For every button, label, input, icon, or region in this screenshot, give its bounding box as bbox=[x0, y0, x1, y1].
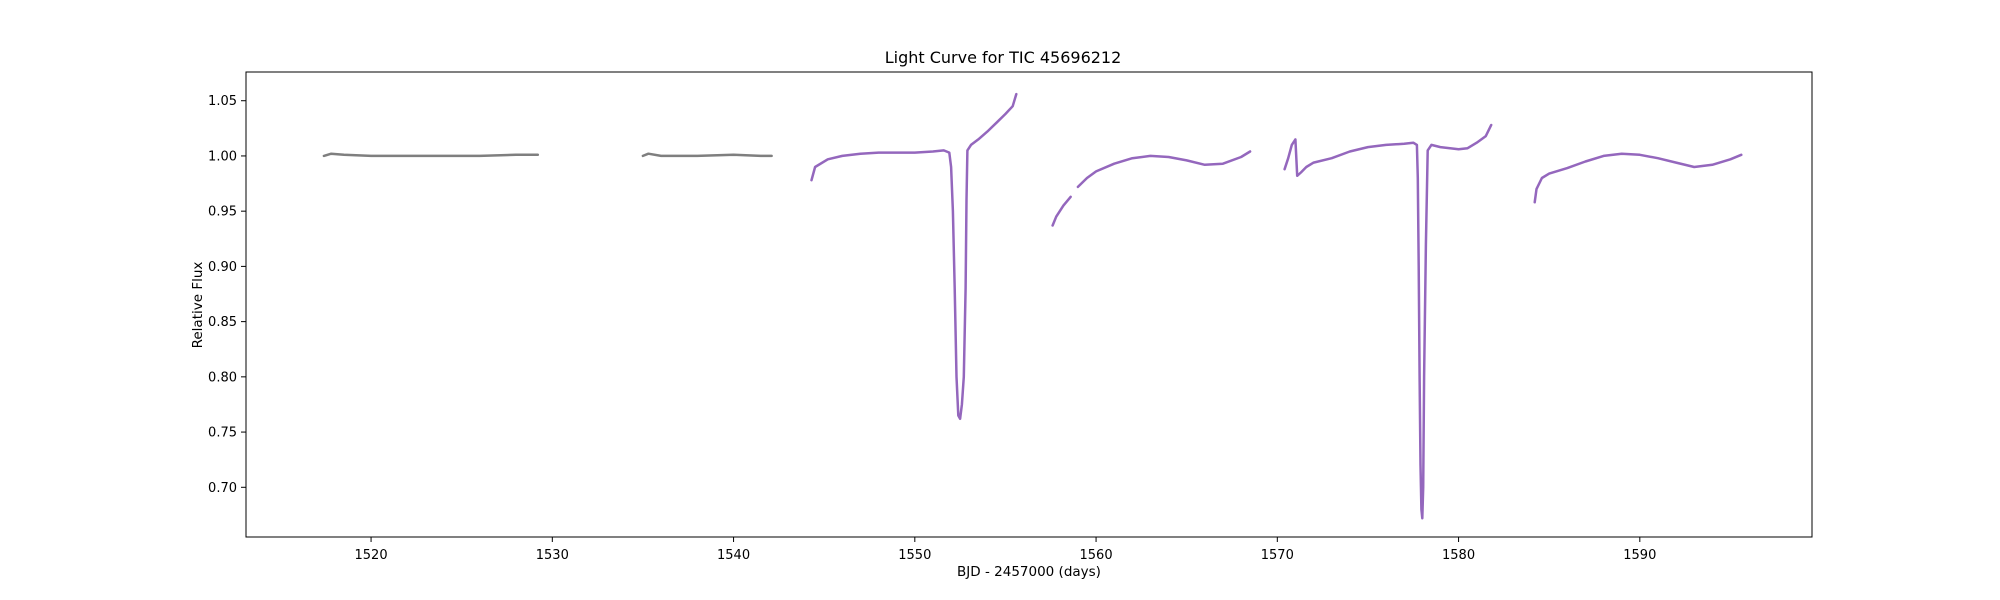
flux-segment-series-1-1 bbox=[1051, 195, 1072, 227]
flux-segment-series-1-3 bbox=[1283, 123, 1493, 520]
y-tick-label: 0.95 bbox=[208, 205, 237, 220]
x-axis-label: BJD - 2457000 (days) bbox=[957, 564, 1101, 580]
flux-segment-series-0-0 bbox=[322, 152, 540, 158]
y-tick-label: 0.90 bbox=[208, 260, 237, 275]
flux-segment-series-1-0 bbox=[810, 92, 1018, 421]
data-layer bbox=[322, 92, 1743, 520]
y-tick-label: 0.80 bbox=[208, 370, 237, 385]
x-tick-label: 1520 bbox=[355, 548, 388, 563]
x-tick-label: 1560 bbox=[1080, 548, 1113, 563]
flux-segment-series-1-2 bbox=[1076, 150, 1252, 189]
x-tick-label: 1580 bbox=[1442, 548, 1475, 563]
plot-frame bbox=[245, 71, 1813, 538]
x-tick-label: 1540 bbox=[717, 548, 750, 563]
y-axis: 0.70 0.75 0.80 0.85 0.90 0.95 1.00 1.05 bbox=[208, 94, 246, 496]
x-tick-label: 1570 bbox=[1261, 548, 1294, 563]
y-tick-label: 0.70 bbox=[208, 481, 237, 496]
y-tick-label: 1.05 bbox=[208, 94, 237, 109]
y-axis-label: Relative Flux bbox=[190, 262, 206, 349]
x-tick-label: 1530 bbox=[536, 548, 569, 563]
flux-segment-series-0-1 bbox=[641, 152, 773, 158]
flux-segment-series-1-4 bbox=[1533, 152, 1743, 204]
x-tick-label: 1550 bbox=[898, 548, 931, 563]
chart-title: Light Curve for TIC 45696212 bbox=[885, 48, 1122, 67]
y-tick-label: 1.00 bbox=[208, 149, 237, 164]
y-tick-label: 0.85 bbox=[208, 315, 237, 330]
y-tick-label: 0.75 bbox=[208, 426, 237, 441]
x-axis: 1520 1530 1540 1550 1560 1570 1580 1590 bbox=[355, 537, 1656, 563]
x-tick-label: 1590 bbox=[1623, 548, 1656, 563]
